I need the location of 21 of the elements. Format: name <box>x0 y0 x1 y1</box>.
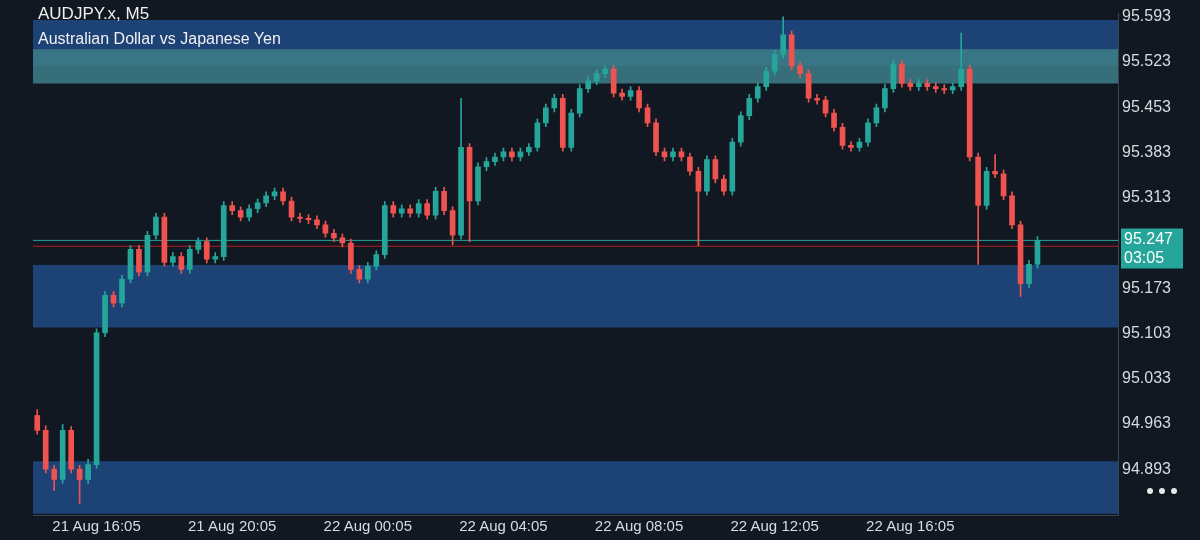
x-tick-label: 22 Aug 04:05 <box>459 517 548 535</box>
y-tick-label: 95.173 <box>1122 278 1172 296</box>
y-tick-label: 95.383 <box>1122 142 1172 160</box>
y-tick-label: 95.523 <box>1122 52 1172 70</box>
x-tick-label: 22 Aug 12:05 <box>730 517 819 535</box>
x-tick-label: 21 Aug 16:05 <box>52 517 141 535</box>
y-tick-label: 95.033 <box>1122 369 1172 387</box>
y-tick-label: 94.963 <box>1122 414 1172 432</box>
x-tick-label: 21 Aug 20:05 <box>187 517 277 535</box>
text: 03:05 <box>1124 248 1165 266</box>
ref-line-label: 95.247 <box>1124 229 1174 247</box>
x-tick-label: 22 Aug 00:05 <box>323 517 413 535</box>
chart-title: AUDJPY.x, M5 <box>38 4 150 24</box>
x-tick-label: 22 Aug 16:05 <box>866 517 955 535</box>
y-tick-label: 95.313 <box>1122 188 1172 206</box>
y-tick-label: 95.453 <box>1122 97 1172 115</box>
y-tick-label: 94.893 <box>1122 459 1172 477</box>
y-tick-label: 95.103 <box>1122 323 1172 341</box>
text: Australian Dollar vs Japanese Yen <box>38 30 281 48</box>
x-tick-label: 22 Aug 08:05 <box>594 517 684 535</box>
y-tick-label: 95.593 <box>1122 7 1172 25</box>
